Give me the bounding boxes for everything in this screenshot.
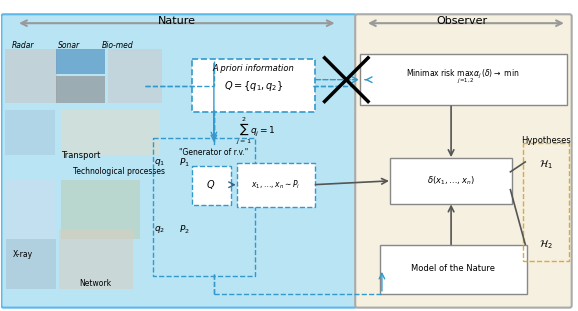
- Text: Radar: Radar: [12, 41, 34, 50]
- Text: Technological processes: Technological processes: [73, 167, 165, 176]
- FancyBboxPatch shape: [5, 49, 57, 104]
- FancyBboxPatch shape: [380, 245, 527, 294]
- Text: A priori information: A priori information: [213, 64, 294, 73]
- FancyBboxPatch shape: [390, 158, 512, 204]
- FancyBboxPatch shape: [192, 166, 231, 205]
- Text: Observer: Observer: [436, 16, 487, 26]
- FancyBboxPatch shape: [360, 54, 567, 105]
- FancyBboxPatch shape: [55, 76, 105, 104]
- Text: $P_1$: $P_1$: [179, 157, 190, 169]
- Text: Nature: Nature: [158, 16, 197, 26]
- FancyBboxPatch shape: [1, 14, 356, 308]
- FancyBboxPatch shape: [355, 14, 572, 308]
- Text: Bio-med: Bio-med: [102, 41, 134, 50]
- FancyBboxPatch shape: [6, 239, 55, 289]
- FancyBboxPatch shape: [5, 110, 55, 155]
- Text: Model of the Nature: Model of the Nature: [411, 264, 495, 273]
- Text: $\delta(x_1, \ldots, x_n)$: $\delta(x_1, \ldots, x_n)$: [427, 174, 475, 187]
- Text: Hypotheses: Hypotheses: [521, 136, 571, 145]
- Text: $\sum_{j=1}^{2} q_j = 1$: $\sum_{j=1}^{2} q_j = 1$: [236, 115, 276, 146]
- FancyBboxPatch shape: [55, 49, 105, 74]
- FancyBboxPatch shape: [108, 49, 162, 104]
- Text: $Q$: $Q$: [206, 178, 216, 191]
- Text: $q_1$: $q_1$: [154, 157, 165, 169]
- FancyBboxPatch shape: [192, 59, 314, 112]
- Text: Network: Network: [79, 279, 112, 288]
- FancyBboxPatch shape: [61, 110, 160, 155]
- Text: $P_2$: $P_2$: [179, 223, 190, 236]
- Text: Transport: Transport: [61, 151, 100, 160]
- Text: X-ray: X-ray: [13, 250, 33, 259]
- Text: $x_1, \ldots, x_n \sim P_i$: $x_1, \ldots, x_n \sim P_i$: [251, 179, 301, 191]
- Text: $q_2$: $q_2$: [154, 224, 165, 235]
- FancyBboxPatch shape: [59, 229, 133, 289]
- FancyBboxPatch shape: [6, 180, 55, 239]
- FancyBboxPatch shape: [61, 180, 140, 239]
- Text: $Q=\{q_1, q_2\}$: $Q=\{q_1, q_2\}$: [224, 79, 283, 93]
- FancyBboxPatch shape: [236, 163, 314, 207]
- Text: Sonar: Sonar: [58, 41, 80, 50]
- Text: Minimax risk $\max_{j=1,2}\alpha_j(\delta) \to$ min: Minimax risk $\max_{j=1,2}\alpha_j(\delt…: [406, 67, 520, 85]
- Text: "Generator of r.v.": "Generator of r.v.": [179, 147, 249, 156]
- Text: $\mathcal{H}_1$: $\mathcal{H}_1$: [539, 159, 553, 171]
- Text: $\mathcal{H}_2$: $\mathcal{H}_2$: [539, 238, 553, 251]
